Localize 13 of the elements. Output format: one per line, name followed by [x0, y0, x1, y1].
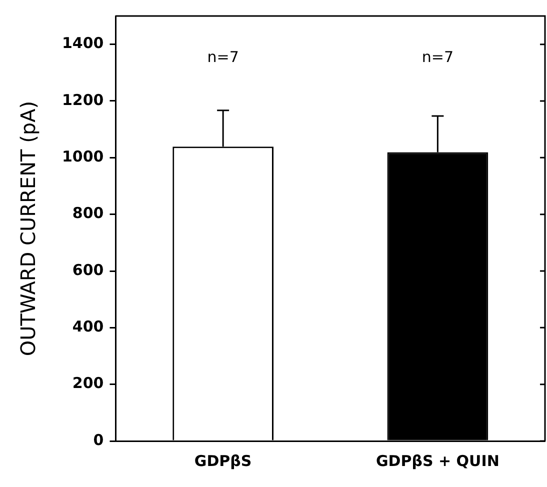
- y-tick-label: 800: [72, 204, 104, 222]
- y-tick-label: 200: [72, 374, 104, 392]
- y-axis-title: OUTWARD CURRENT (pA): [16, 100, 40, 356]
- x-tick-label: GDPβS: [194, 452, 252, 470]
- x-tick-label: GDPβS + QUIN: [376, 452, 500, 470]
- y-tick-label: 400: [72, 318, 104, 336]
- y-tick-label: 600: [72, 260, 104, 279]
- annotation: n=7: [422, 48, 454, 66]
- y-tick-label: 1400: [62, 34, 104, 52]
- y-tick-label: 1000: [62, 148, 104, 166]
- y-tick-label: 1200: [62, 90, 104, 109]
- annotation: n=7: [207, 48, 239, 66]
- y-tick-label: 0: [93, 430, 104, 449]
